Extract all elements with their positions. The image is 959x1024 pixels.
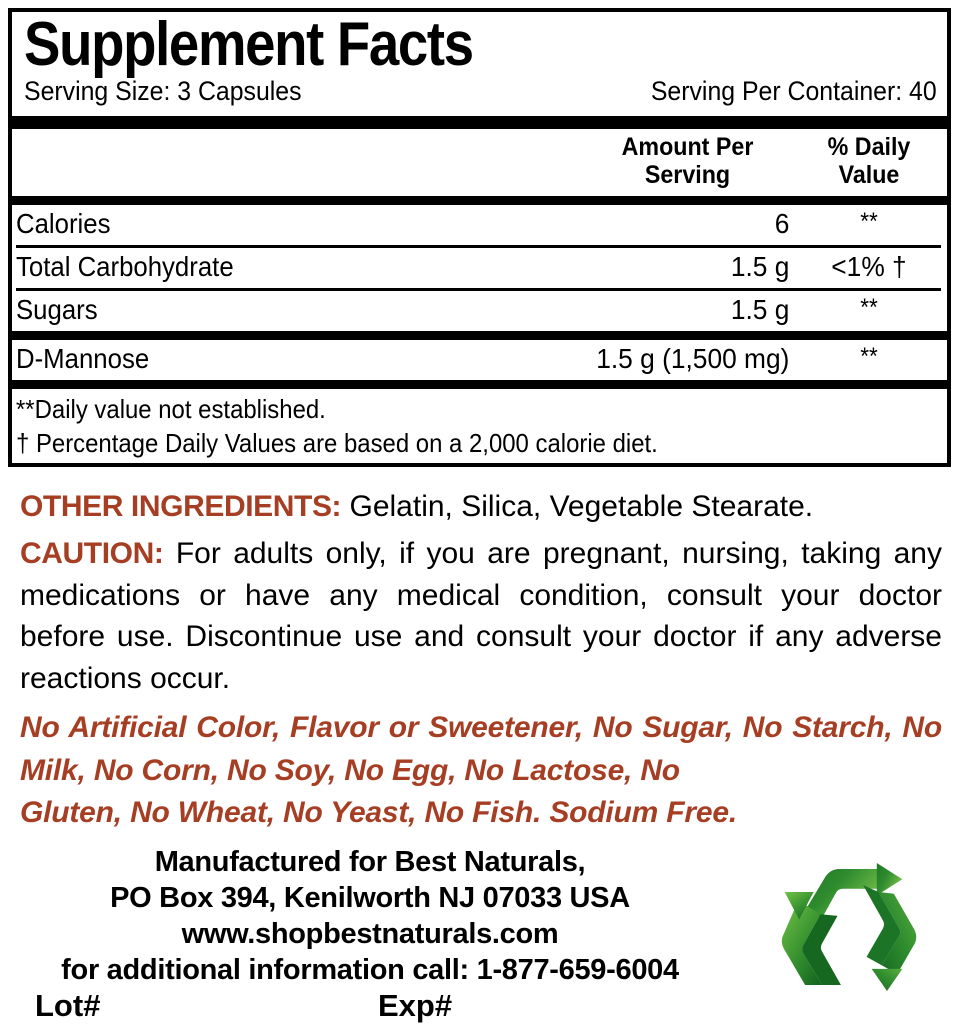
table-row: Sugars 1.5 g ** bbox=[12, 291, 947, 331]
lot-number-label: Lot# bbox=[35, 988, 101, 1023]
divider-thick-top bbox=[12, 115, 947, 129]
other-ingredients-heading: OTHER INGREDIENTS: bbox=[20, 490, 342, 523]
nutrient-name: Calories bbox=[16, 208, 111, 240]
divider-below-dmannose bbox=[12, 380, 947, 390]
footer: Manufactured for Best Naturals, PO Box 3… bbox=[0, 845, 959, 1023]
caution-heading: CAUTION: bbox=[20, 537, 164, 571]
nutrient-daily-value: ** bbox=[860, 294, 878, 322]
table-row: Calories 6 ** bbox=[12, 205, 947, 245]
nutrient-amount: 6 bbox=[774, 208, 790, 240]
recycle-arrow-right bbox=[863, 885, 917, 991]
panel-top-section: Supplement Facts Serving Size: 3 Capsule… bbox=[12, 12, 947, 116]
nutrient-name: D-Mannose bbox=[16, 343, 150, 375]
dv-header-line1: % Daily bbox=[827, 132, 911, 161]
nutrient-name: Total Carbohydrate bbox=[16, 251, 234, 283]
recycling-icon bbox=[768, 863, 948, 991]
divider-below-headers bbox=[12, 196, 947, 206]
recycle-arrow-top bbox=[805, 863, 903, 918]
nutrient-name: Sugars bbox=[16, 294, 98, 326]
free-from-claims: No Artificial Color, Flavor or Sweetener… bbox=[20, 707, 942, 835]
footnote-daily-value-not-established: **Daily value not established. bbox=[16, 394, 326, 425]
nutrient-amount: 1.5 g (1,500 mg) bbox=[596, 343, 790, 375]
column-header-amount-per-serving: Amount Per Serving bbox=[588, 133, 788, 191]
dv-header-line2: Value bbox=[838, 161, 900, 190]
claims-main-text: No Artificial Color, Flavor or Sweetener… bbox=[20, 710, 942, 787]
amount-header-line1: Amount Per bbox=[621, 132, 754, 161]
footnote-percentage-daily-values: † Percentage Daily Values are based on a… bbox=[16, 428, 658, 459]
body-copy: OTHER INGREDIENTS: Gelatin, Silica, Vege… bbox=[20, 486, 942, 835]
caution-body: For adults only, if you are pregnant, nu… bbox=[20, 537, 942, 695]
amount-header-line2: Serving bbox=[644, 161, 731, 190]
divider-thin bbox=[16, 245, 941, 249]
column-headers-row: Amount Per Serving % Daily Value bbox=[12, 129, 947, 197]
recycle-arrow-left bbox=[781, 892, 841, 986]
expiry-date-label: Exp# bbox=[378, 988, 453, 1023]
page-title: Supplement Facts bbox=[24, 10, 474, 79]
panel-footnotes: **Daily value not established. † Percent… bbox=[12, 389, 947, 463]
other-ingredients-paragraph: OTHER INGREDIENTS: Gelatin, Silica, Vege… bbox=[20, 486, 942, 527]
column-header-daily-value: % Daily Value bbox=[800, 133, 938, 191]
table-row: Total Carbohydrate 1.5 g <1% † bbox=[12, 248, 947, 288]
nutrient-daily-value: <1% † bbox=[831, 251, 907, 283]
nutrient-amount: 1.5 g bbox=[730, 294, 790, 326]
caution-paragraph: CAUTION: For adults only, if you are pre… bbox=[20, 533, 942, 699]
claims-last-line: Gluten, No Wheat, No Yeast, No Fish. Sod… bbox=[20, 796, 737, 830]
manufactured-for-line: Manufactured for Best Naturals, bbox=[154, 846, 586, 878]
nutrient-amount: 1.5 g bbox=[730, 251, 790, 283]
phone-line[interactable]: for additional information call: 1-877-6… bbox=[61, 953, 679, 986]
other-ingredients-body: Gelatin, Silica, Vegetable Stearate. bbox=[341, 490, 814, 523]
nutrient-daily-value: ** bbox=[860, 343, 878, 371]
nutrient-daily-value: ** bbox=[860, 208, 878, 236]
manufacturer-block: Manufactured for Best Naturals, PO Box 3… bbox=[0, 845, 740, 989]
serving-info-row: Serving Size: 3 Capsules Serving Per Con… bbox=[24, 75, 937, 110]
divider-thin bbox=[16, 288, 941, 292]
divider-above-dmannose bbox=[12, 331, 947, 341]
serving-size-text: Serving Size: 3 Capsules bbox=[24, 75, 302, 106]
table-row: D-Mannose 1.5 g (1,500 mg) ** bbox=[12, 340, 947, 380]
address-line: PO Box 394, Kenilworth NJ 07033 USA bbox=[110, 881, 630, 914]
servings-per-container-text: Serving Per Container: 40 bbox=[651, 75, 937, 106]
website-line[interactable]: www.shopbestnaturals.com bbox=[181, 917, 559, 950]
supplement-facts-panel: Supplement Facts Serving Size: 3 Capsule… bbox=[8, 8, 951, 467]
